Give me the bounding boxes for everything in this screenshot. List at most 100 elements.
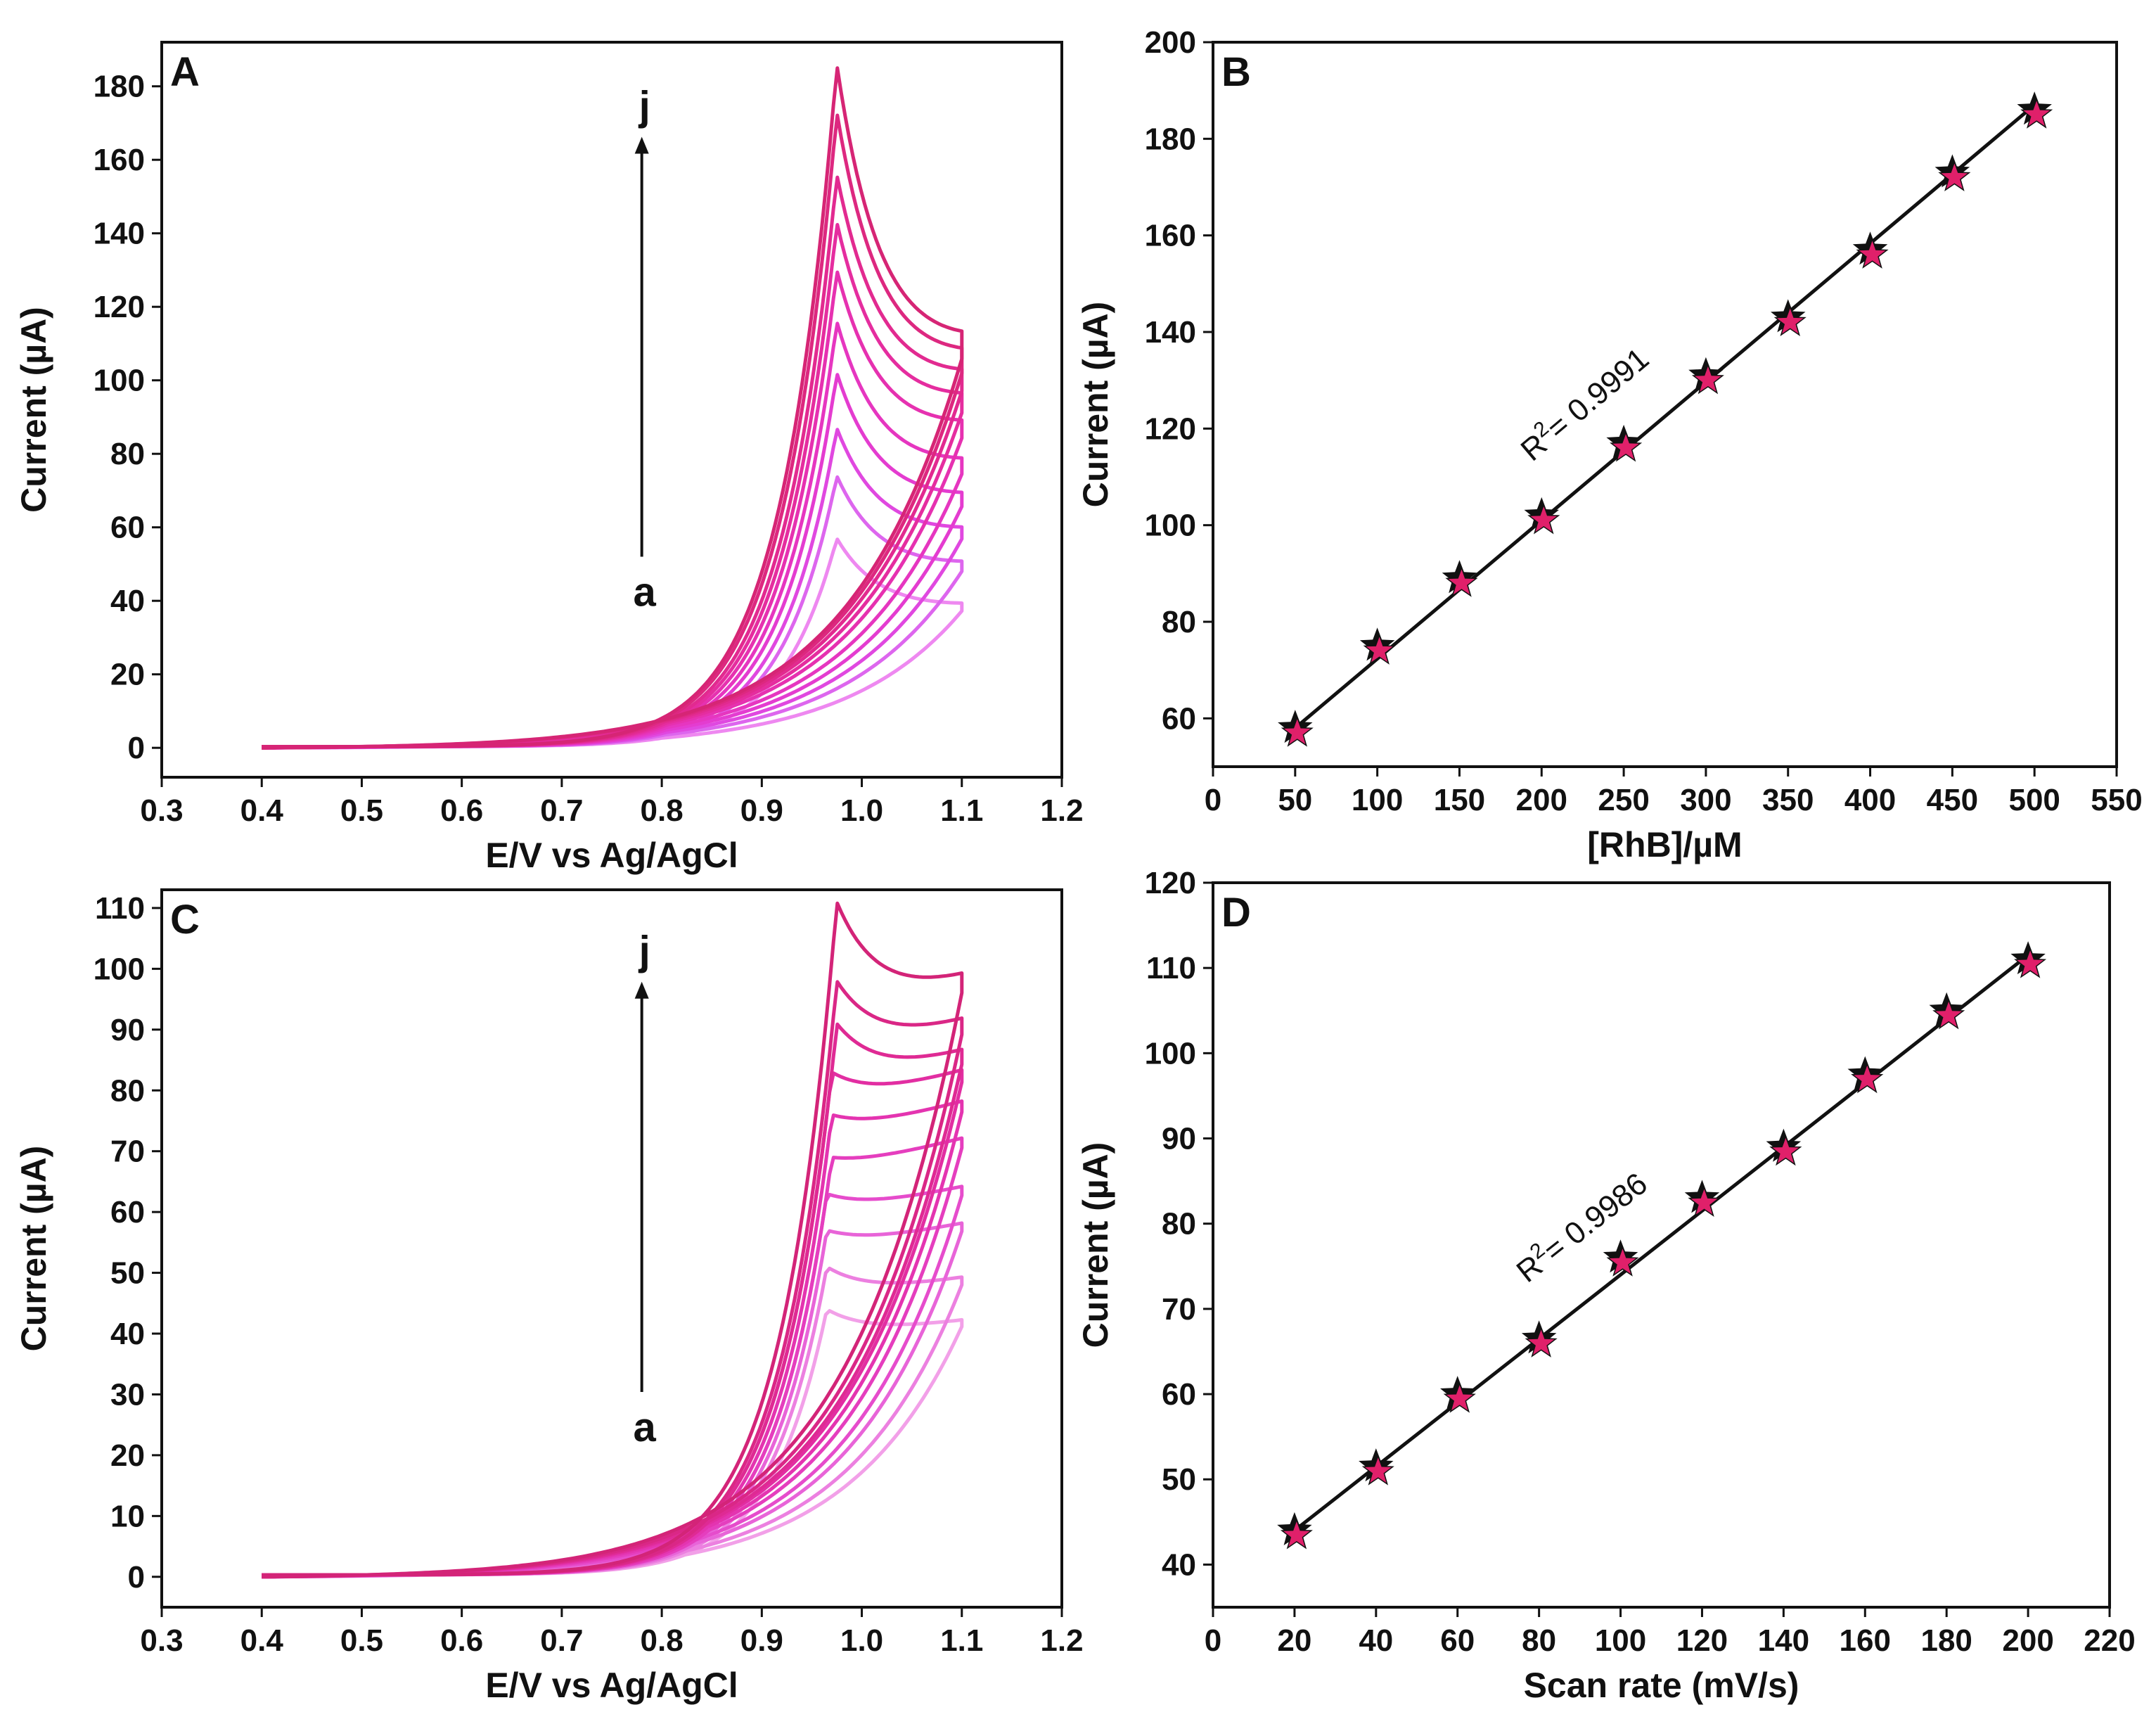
data-point xyxy=(1280,1518,1313,1550)
x-tick-label: 100 xyxy=(1352,783,1403,817)
x-tick-label: 0.5 xyxy=(340,793,383,828)
y-tick-label: 30 xyxy=(110,1377,145,1412)
y-tick-label: 120 xyxy=(94,290,145,324)
x-tick-label: 100 xyxy=(1595,1623,1646,1658)
y-axis-label: Current (µA) xyxy=(14,307,53,513)
y-tick-label: 0 xyxy=(128,731,145,765)
y-tick-label: 20 xyxy=(110,1438,145,1473)
x-tick-label: 1.0 xyxy=(840,793,883,828)
y-tick-label: 70 xyxy=(1162,1292,1196,1327)
cv-curve-j xyxy=(262,901,964,1579)
y-axis-label: Current (µA) xyxy=(1076,1142,1115,1348)
data-point xyxy=(1856,238,1889,269)
y-tick-label: 60 xyxy=(1162,1377,1196,1412)
x-tick-label: 140 xyxy=(1758,1623,1809,1658)
direction-arrow-head xyxy=(634,136,649,154)
x-tick-label: 350 xyxy=(1762,783,1814,817)
y-tick-label: 20 xyxy=(110,658,145,692)
panel-b-calibration-plot: 0 50 100 150 200 250 300 350 400 450 500 550 60 80 100… xyxy=(1076,25,2143,864)
y-tick-label: 80 xyxy=(1162,605,1196,639)
y-tick-label: 180 xyxy=(1145,122,1196,156)
y-tick-label: 140 xyxy=(1145,315,1196,350)
x-tick-label: 60 xyxy=(1440,1623,1475,1658)
y-tick-label: 60 xyxy=(110,511,145,545)
x-tick-label: 1.1 xyxy=(940,793,983,828)
y-tick-label: 40 xyxy=(110,584,145,618)
x-tick-label: 150 xyxy=(1434,783,1485,817)
data-point xyxy=(1688,1186,1721,1217)
data-point xyxy=(2020,97,2053,129)
x-tick-label: 1.2 xyxy=(1040,793,1083,828)
panel-letter: D xyxy=(1221,890,1251,935)
x-tick-label: 0 xyxy=(1205,783,1221,817)
x-tick-label: 20 xyxy=(1277,1623,1311,1658)
x-tick-label: 220 xyxy=(2084,1623,2135,1658)
y-tick-label: 80 xyxy=(1162,1207,1196,1241)
x-tick-label: 0.9 xyxy=(740,1623,783,1658)
x-tick-label: 80 xyxy=(1522,1623,1556,1658)
data-point xyxy=(1851,1062,1884,1094)
data-point xyxy=(1363,634,1396,665)
x-tick-label: 0.6 xyxy=(440,793,483,828)
x-tick-label: 40 xyxy=(1359,1623,1393,1658)
x-axis-label: Scan rate (mV/s) xyxy=(1524,1666,1799,1705)
y-tick-label: 60 xyxy=(1162,701,1196,736)
y-tick-label: 180 xyxy=(94,70,145,104)
data-point xyxy=(1606,1245,1639,1277)
x-tick-label: 0.4 xyxy=(240,1623,284,1658)
x-tick-label: 450 xyxy=(1927,783,1978,817)
y-tick-label: 40 xyxy=(1162,1547,1196,1582)
x-tick-label: 0.3 xyxy=(140,793,183,828)
y-tick-label: 0 xyxy=(128,1560,145,1595)
x-tick-label: 0.4 xyxy=(240,793,284,828)
y-tick-label: 80 xyxy=(110,1073,145,1108)
x-tick-label: 120 xyxy=(1676,1623,1728,1658)
data-point xyxy=(1932,998,1965,1030)
y-tick-label: 120 xyxy=(1145,411,1196,446)
y-tick-label: 110 xyxy=(1146,951,1196,985)
panel-letter: A xyxy=(170,49,200,95)
fit-line xyxy=(1294,103,2036,729)
x-axis-label: [RhB]/µM xyxy=(1587,825,1742,864)
y-tick-label: 10 xyxy=(110,1499,145,1533)
x-tick-label: 0.9 xyxy=(740,793,783,828)
plot-frame xyxy=(1212,41,2118,768)
y-tick-label: 140 xyxy=(94,217,145,251)
panel-c-cv-scan-rate: 0.3 0.4 0.5 0.6 0.7 0.8 0.9 1.0 1.1 1.2 0 10 20 30 40 5… xyxy=(14,888,1084,1705)
y-tick-label: 100 xyxy=(1145,509,1196,543)
y-tick-label: 50 xyxy=(110,1256,145,1291)
y-tick-label: 200 xyxy=(1145,25,1196,60)
x-tick-label: 550 xyxy=(2091,783,2142,817)
x-tick-label: 500 xyxy=(2008,783,2060,817)
y-tick-label: 160 xyxy=(94,143,145,177)
y-tick-label: 80 xyxy=(110,437,145,471)
data-point xyxy=(1443,1381,1476,1413)
x-tick-label: 0.3 xyxy=(140,1623,183,1658)
x-tick-label: 160 xyxy=(1840,1623,1891,1658)
y-tick-label: 60 xyxy=(110,1195,145,1229)
y-tick-label: 40 xyxy=(110,1317,145,1351)
direction-arrow-head xyxy=(634,981,649,999)
data-point xyxy=(1527,503,1560,535)
y-tick-label: 100 xyxy=(1145,1036,1196,1071)
panel-a-cv-concentration: 0.3 0.4 0.5 0.6 0.7 0.8 0.9 1.0 1.1 1.2 0 20 40 60 80 1… xyxy=(14,41,1084,875)
x-tick-label: 1.2 xyxy=(1040,1623,1083,1658)
x-tick-label: 0 xyxy=(1205,1623,1221,1658)
x-tick-label: 50 xyxy=(1278,783,1312,817)
data-point xyxy=(1938,160,1971,192)
x-tick-label: 0.8 xyxy=(641,1623,684,1658)
plot-frame xyxy=(160,888,1063,1609)
curve-label-a: a xyxy=(634,1405,657,1450)
x-tick-label: 0.8 xyxy=(641,793,684,828)
x-tick-label: 0.7 xyxy=(540,1623,583,1658)
y-tick-label: 90 xyxy=(110,1013,145,1047)
y-tick-label: 50 xyxy=(1162,1462,1196,1497)
fit-line xyxy=(1293,954,2029,1532)
x-tick-label: 1.0 xyxy=(840,1623,883,1658)
x-tick-label: 1.1 xyxy=(940,1623,983,1658)
x-axis-label: E/V vs Ag/AgCl xyxy=(485,836,738,875)
y-tick-label: 70 xyxy=(110,1135,145,1169)
plot-frame xyxy=(160,41,1063,779)
curve-label-j: j xyxy=(639,928,650,974)
x-tick-label: 400 xyxy=(1844,783,1896,817)
